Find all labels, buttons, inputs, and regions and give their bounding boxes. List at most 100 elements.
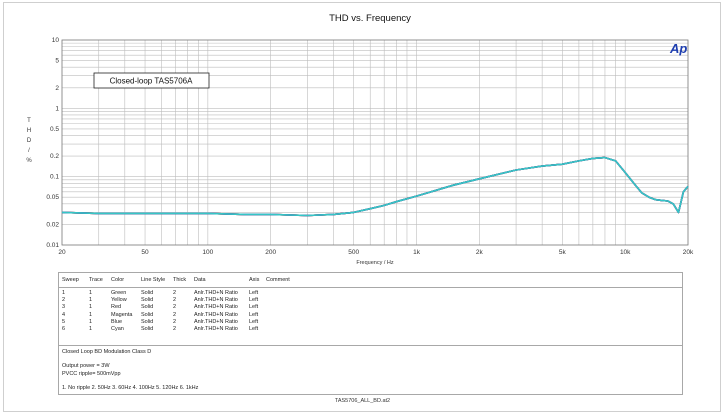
table-row: 3 1 Red Solid 2 Anlr.THD+N Ratio Left: [59, 304, 682, 311]
y-tick-label: 0.2: [50, 153, 59, 160]
y-tick-label: 0.01: [46, 242, 59, 249]
x-tick-label: 10k: [620, 249, 631, 256]
cell-axis: Left: [249, 318, 259, 325]
cell-data: Anlr.THD+N Ratio: [194, 304, 238, 311]
cell-trace: 1: [89, 318, 93, 325]
x-tick-label: 500: [348, 249, 359, 256]
grid: [62, 40, 688, 245]
cell-sweep: 5: [62, 318, 66, 325]
header-trace: Trace: [89, 277, 103, 283]
y-axis-label-char: /: [28, 148, 30, 154]
footer-filename: TAS5706_ALL_BD.at2: [334, 398, 391, 404]
cell-trace: 1: [89, 290, 93, 296]
cell-color: Red: [111, 304, 122, 311]
y-axis-label-char: %: [26, 158, 32, 164]
y-tick-label: 1: [55, 105, 59, 112]
ap-logo: Ap: [669, 41, 687, 56]
y-tick-label: 0.1: [50, 174, 59, 181]
cell-sweep: 2: [62, 297, 66, 304]
cell-line-style: Solid: [141, 325, 154, 332]
cell-color: Magenta: [111, 311, 133, 318]
table-row: 6 1 Cyan Solid 2 Anlr.THD+N Ratio Left: [59, 326, 682, 333]
cell-line-style: Solid: [141, 297, 154, 304]
header-data: Data: [194, 277, 206, 283]
cell-trace: 1: [89, 304, 93, 311]
annotation-text: Closed-loop TAS5706A: [110, 77, 194, 86]
cell-thick: 2: [173, 297, 177, 304]
notes-panel: Closed Loop BD Modulation Class D Output…: [59, 345, 682, 396]
x-tick-label: 50: [141, 249, 149, 256]
y-tick-label: 5: [55, 58, 59, 65]
cell-axis: Left: [249, 297, 259, 304]
series-line-6: [61, 156, 689, 217]
x-tick-label: 20k: [683, 249, 694, 256]
legend-table: Sweep Trace Color Line Style Thick Data …: [58, 272, 683, 395]
table-row: 1 1 Green Solid 2 Anlr.THD+N Ratio Left: [59, 290, 682, 297]
header-line-style: Line Style: [141, 277, 166, 283]
cell-thick: 2: [173, 311, 177, 318]
note-ripple-legend: 1. No ripple 2. 50Hz 3. 60Hz 4. 100Hz 5.…: [62, 385, 199, 391]
x-tick-label: 2k: [476, 249, 484, 256]
thd-chart: THD vs. Frequency 20 50 100 200 500 1k 2k 5k 10k…: [26, 13, 694, 266]
cell-axis: Left: [249, 290, 259, 296]
note-output-power: Output power = 3W: [62, 363, 110, 369]
y-tick-labels: 10 5 2 1 0.5 0.2 0.1 0.05 0.02 0.01: [46, 37, 59, 249]
cell-line-style: Solid: [141, 290, 154, 296]
x-tick-label: 200: [265, 249, 276, 256]
cell-thick: 2: [173, 290, 177, 296]
table-row: 2 1 Yellow Solid 2 Anlr.THD+N Ratio Left: [59, 297, 682, 304]
x-tick-label: 20: [58, 249, 66, 256]
y-tick-label: 2: [55, 85, 59, 92]
cell-axis: Left: [249, 325, 259, 332]
y-tick-label: 10: [52, 37, 60, 44]
table-header: Sweep Trace Color Line Style Thick Data …: [59, 273, 682, 288]
y-axis-label-char: H: [27, 128, 31, 134]
table-row: 5 1 Blue Solid 2 Anlr.THD+N Ratio Left: [59, 319, 682, 326]
x-tick-label: 1k: [413, 249, 421, 256]
cell-axis: Left: [249, 304, 259, 311]
x-tick-label: 5k: [559, 249, 567, 256]
cell-data: Anlr.THD+N Ratio: [194, 311, 238, 318]
y-tick-label: 0.02: [46, 221, 59, 228]
cell-line-style: Solid: [141, 318, 154, 325]
cell-line-style: Solid: [141, 311, 154, 318]
y-tick-label: 0.05: [46, 194, 59, 201]
cell-data: Anlr.THD+N Ratio: [194, 290, 238, 296]
y-axis-label-char: D: [27, 138, 32, 144]
y-axis-label-char: T: [27, 118, 31, 124]
cell-thick: 2: [173, 325, 177, 332]
x-tick-label: 100: [202, 249, 213, 256]
cell-data: Anlr.THD+N Ratio: [194, 297, 238, 304]
cell-axis: Left: [249, 311, 259, 318]
note-pvcc-ripple: PVCC ripple= 500mVpp: [62, 371, 121, 377]
cell-line-style: Solid: [141, 304, 154, 311]
cell-data: Anlr.THD+N Ratio: [194, 325, 238, 332]
cell-color: Green: [111, 290, 127, 296]
cell-sweep: 3: [62, 304, 66, 311]
plot-area-border: [61, 39, 689, 246]
cell-sweep: 4: [62, 311, 66, 318]
chart-title: THD vs. Frequency: [329, 13, 411, 24]
note-title: Closed Loop BD Modulation Class D: [62, 349, 152, 355]
table-row: 4 1 Magenta Solid 2 Anlr.THD+N Ratio Left: [59, 312, 682, 319]
cell-thick: 2: [173, 318, 177, 325]
table-rows: 1 1 Green Solid 2 Anlr.THD+N Ratio Left 2 1 Yello…: [59, 290, 682, 333]
cell-sweep: 1: [62, 290, 66, 296]
x-axis-label: Frequency / Hz: [356, 260, 394, 266]
series-lines: [61, 156, 689, 217]
header-thick: Thick: [173, 277, 187, 283]
cell-color: Cyan: [111, 325, 124, 332]
cell-trace: 1: [89, 325, 93, 332]
header-comment: Comment: [266, 277, 290, 283]
cell-trace: 1: [89, 311, 93, 318]
header-color: Color: [111, 277, 125, 283]
cell-data: Anlr.THD+N Ratio: [194, 318, 238, 325]
annotation-box: [93, 72, 210, 89]
cell-thick: 2: [173, 304, 177, 311]
cell-color: Yellow: [111, 297, 127, 304]
header-sweep: Sweep: [62, 277, 79, 283]
header-axis: Axis: [249, 277, 260, 283]
y-tick-label: 0.5: [50, 126, 59, 133]
x-tick-labels: 20 50 100 200 500 1k 2k 5k 10k 20k: [58, 249, 694, 256]
cell-trace: 1: [89, 297, 93, 304]
